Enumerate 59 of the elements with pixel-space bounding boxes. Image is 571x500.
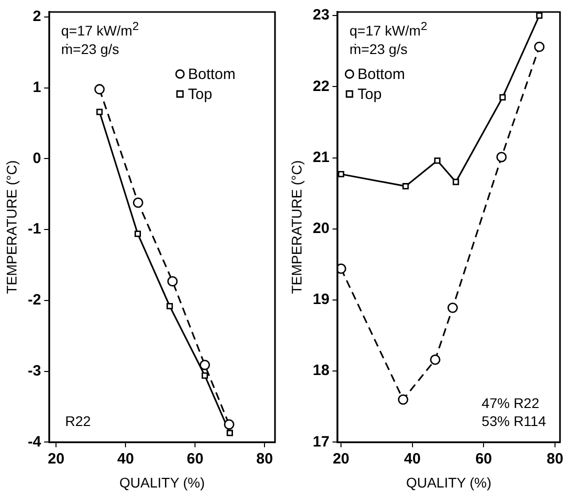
point	[534, 42, 545, 52]
y-tick-label: -4	[28, 433, 42, 450]
y-tick-label: 17	[312, 433, 330, 450]
annotation: ṁ=23 g/s	[61, 40, 120, 57]
point	[496, 152, 507, 162]
point	[398, 394, 408, 405]
point	[166, 302, 173, 310]
point	[200, 360, 210, 370]
x-tick-label: 40	[404, 450, 421, 468]
x-axis-title: QUALITY (%)	[406, 474, 492, 490]
point	[430, 354, 440, 365]
x-tick-label: 80	[256, 450, 273, 468]
y-tick-label: 23	[312, 6, 330, 24]
legend-label: Bottom	[357, 66, 406, 84]
y-tick-label: 21	[312, 148, 330, 166]
point	[224, 419, 234, 430]
y-tick-label: 2	[32, 8, 42, 26]
annotation: 47% R22	[482, 395, 540, 412]
y-tick-label: 18	[312, 362, 330, 380]
point	[536, 12, 542, 19]
annotation: q=17 kW/m$^{2}$	[349, 20, 428, 39]
point	[337, 264, 346, 274]
y-tick-label: -1	[28, 220, 42, 238]
x-tick-label: 60	[186, 450, 204, 468]
y-axis-title: TEMPERATURE (°C)	[288, 160, 304, 294]
y-axis-title: TEMPERATURE (°C)	[3, 160, 20, 294]
y-tick-label: -3	[28, 362, 42, 380]
annotation: ṁ=23 g/s	[349, 40, 408, 57]
point	[202, 372, 208, 379]
annotation: 53% R114	[482, 413, 546, 430]
x-tick-label: 60	[475, 450, 492, 468]
point	[94, 84, 105, 94]
point	[402, 183, 409, 190]
point	[338, 170, 344, 178]
x-tick-label: 80	[546, 450, 564, 468]
point	[434, 157, 441, 164]
x-axis-title: QUALITY (%)	[119, 474, 205, 490]
y-tick-label: 1	[32, 78, 42, 96]
legend-label: Bottom	[188, 66, 236, 84]
point	[452, 178, 460, 186]
point	[134, 230, 141, 238]
annotation: R22	[65, 412, 91, 430]
annotation: q=17 kW/m$^{2}$	[61, 20, 139, 39]
point	[132, 197, 144, 208]
legend-label: Top	[357, 86, 382, 104]
y-tick-label: 19	[312, 291, 330, 308]
y-tick-label: 22	[312, 78, 330, 95]
legend-label: Top	[188, 86, 212, 104]
point	[226, 430, 234, 436]
x-tick-label: 40	[117, 450, 134, 468]
point	[96, 108, 103, 116]
point	[447, 302, 458, 314]
point	[167, 276, 178, 287]
y-tick-label: -2	[28, 292, 42, 309]
x-tick-label: 20	[332, 450, 350, 468]
x-tick-label: 20	[48, 450, 64, 468]
y-tick-label: 20	[312, 220, 330, 238]
point	[499, 94, 506, 101]
y-tick-label: 0	[32, 150, 42, 167]
